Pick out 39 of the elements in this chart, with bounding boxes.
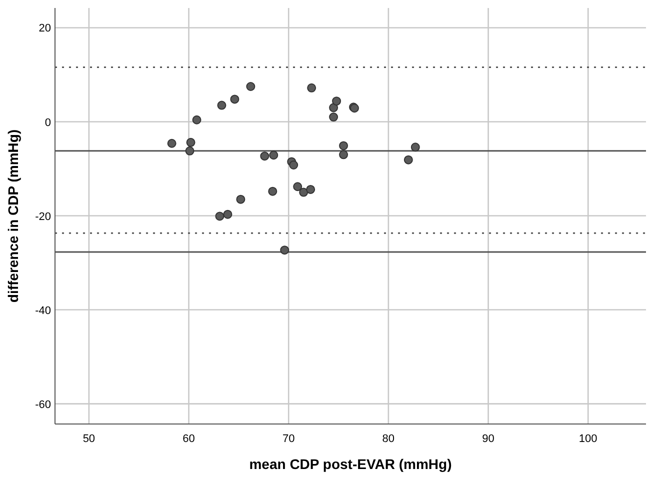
x-axis-title: mean CDP post-EVAR (mmHg) [249,456,452,472]
x-tick-label: 100 [578,433,598,445]
point [299,188,308,197]
x-tick-label: 80 [382,433,395,445]
point [215,212,224,221]
x-tick-label: 60 [182,433,195,445]
point [217,100,226,110]
point [223,210,232,219]
point [246,82,256,91]
point [339,150,348,160]
point [404,155,413,164]
point [280,246,290,255]
point [185,146,194,156]
point [307,83,316,92]
point [230,94,240,104]
point [269,150,278,160]
point [260,152,270,161]
point [268,186,278,196]
point [289,160,298,170]
x-tick-label: 70 [282,433,295,445]
y-tick-label: -60 [35,398,51,411]
point [339,141,348,150]
y-tick-label: 20 [38,22,51,35]
point [236,194,246,204]
y-axis-title: difference in CDP (mmHg) [5,129,21,303]
y-tick-label: -40 [35,304,51,317]
point [293,182,302,192]
point [192,115,202,124]
point [186,138,196,147]
x-tick-label: 50 [82,433,96,445]
x-tick-label: 90 [482,433,494,445]
point [332,96,342,106]
y-tick-label: -20 [35,210,51,223]
y-tick-label: 0 [44,116,51,129]
point [306,184,316,194]
point [410,142,420,152]
point [329,103,338,112]
point [329,112,338,122]
point [167,138,176,148]
